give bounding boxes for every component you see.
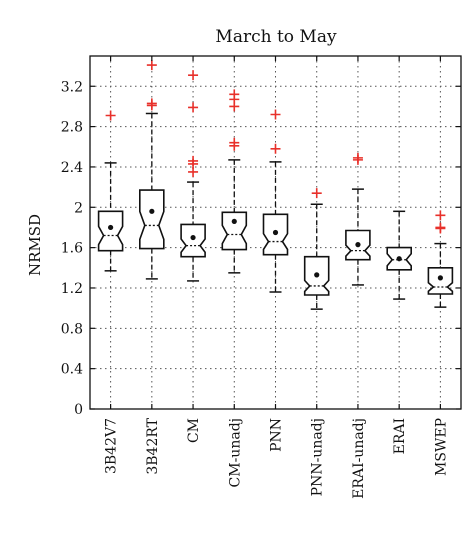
x-ticks: 3B42V7 3B42RT CM CM-unadj PNN PNN-unadj ERAI-u… — [104, 56, 449, 499]
mean-marker — [149, 208, 155, 214]
outlier-marker — [188, 102, 199, 113]
mean-marker — [396, 256, 402, 262]
box-body — [427, 266, 454, 295]
outlier-marker — [229, 89, 240, 100]
mean-marker — [190, 234, 196, 241]
x-tick-label: CM-unadj — [227, 418, 243, 487]
outlier-marker — [188, 155, 199, 166]
chart-title: March to May — [215, 27, 337, 47]
x-tick-label: CM — [186, 418, 202, 443]
y-tick-label: 0.8 — [61, 321, 83, 337]
y-tick-label: 1.6 — [61, 241, 83, 257]
x-tick-label: 3B42V7 — [104, 418, 120, 474]
box-PNN-unadj — [303, 188, 330, 310]
x-tick-label: PNN-unadj — [310, 418, 326, 496]
box-body — [97, 210, 124, 252]
y-tick-label: 0 — [74, 402, 83, 418]
box-3B42RT — [139, 60, 165, 280]
y-tick-label: 2.8 — [61, 120, 83, 136]
y-tick-label: 0.4 — [61, 362, 83, 378]
y-ticks: 0 0.4 0.8 1.2 1.6 2 2.4 2.8 3.2 — [61, 79, 461, 418]
box-MSWEP — [427, 210, 454, 308]
outlier-marker — [435, 210, 446, 221]
x-tick-label: ERAI — [392, 418, 408, 454]
x-tick-label: 3B42RT — [145, 417, 161, 474]
mean-marker — [272, 229, 279, 236]
mean-marker — [314, 272, 320, 278]
box-ERAI — [386, 210, 413, 300]
mean-marker — [437, 275, 443, 281]
box-body — [139, 189, 165, 250]
mean-marker — [108, 224, 114, 231]
outlier-marker — [146, 60, 157, 71]
y-tick-label: 1.2 — [61, 281, 83, 297]
outlier-marker — [229, 137, 240, 148]
box-body — [221, 211, 248, 251]
y-tick-label: 2.4 — [61, 160, 83, 176]
outlier-marker — [435, 222, 446, 233]
x-tick-label: MSWEP — [433, 418, 449, 476]
y-axis-label: NRMSD — [26, 214, 44, 276]
x-tick-label: ERAI-unadj — [351, 418, 367, 499]
box-body — [180, 223, 206, 258]
box-CM — [180, 70, 206, 282]
box-PNN — [262, 109, 289, 293]
mean-marker — [355, 242, 361, 248]
outlier-marker — [105, 110, 116, 121]
outlier-marker — [188, 70, 199, 81]
outlier-marker — [270, 143, 281, 154]
outlier-marker — [146, 98, 157, 109]
y-tick-label: 3.2 — [61, 79, 83, 95]
boxes — [97, 60, 454, 310]
box-ERAI-unadj — [345, 152, 371, 286]
outlier-marker — [270, 109, 281, 120]
x-tick-label: PNN — [269, 418, 285, 452]
box-CM-unadj — [221, 89, 248, 274]
mean-marker — [231, 218, 237, 225]
outlier-marker — [311, 188, 322, 199]
y-tick-label: 2 — [74, 200, 83, 216]
outlier-marker — [352, 152, 363, 163]
box-3B42V7 — [97, 110, 124, 272]
